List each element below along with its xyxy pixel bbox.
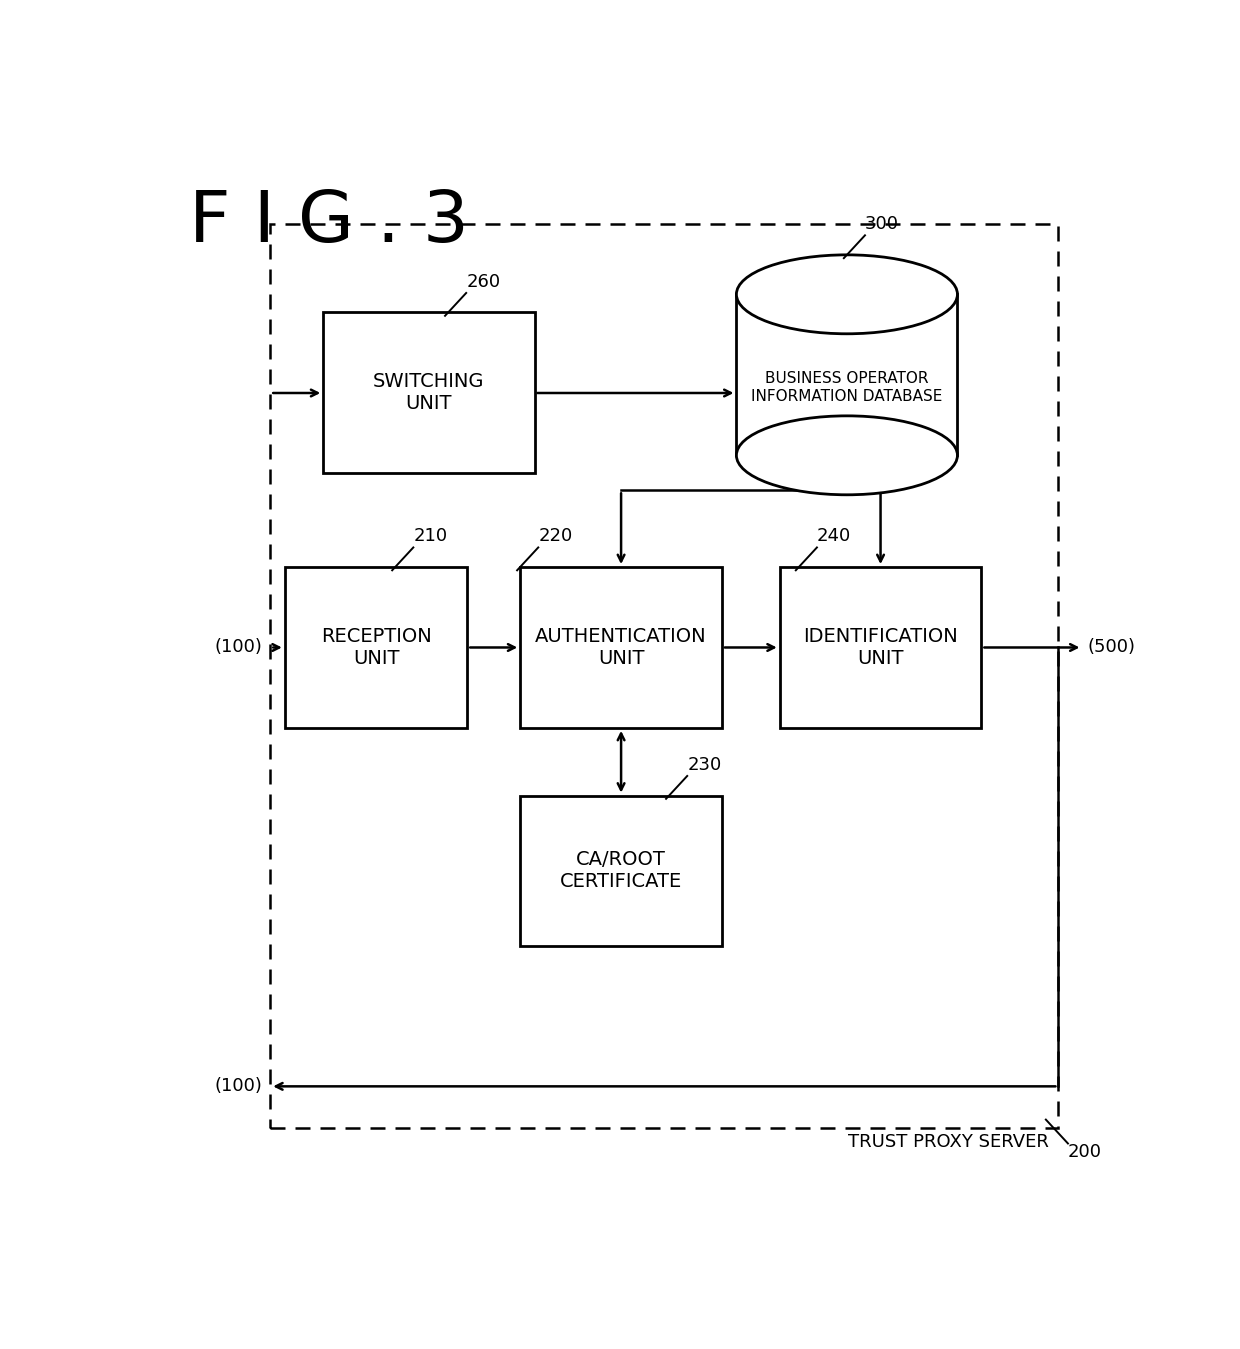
Text: 200: 200 [1068,1144,1102,1161]
Text: AUTHENTICATION
UNIT: AUTHENTICATION UNIT [536,627,707,668]
Text: IDENTIFICATION
UNIT: IDENTIFICATION UNIT [804,627,959,668]
Text: (100): (100) [215,1078,263,1095]
Text: 230: 230 [687,755,722,774]
Text: F I G . 3: F I G . 3 [188,188,469,256]
Text: BUSINESS OPERATOR
INFORMATION DATABASE: BUSINESS OPERATOR INFORMATION DATABASE [751,371,942,403]
Text: (500): (500) [1087,638,1135,657]
Text: 300: 300 [866,216,899,233]
Text: CA/ROOT
CERTIFICATE: CA/ROOT CERTIFICATE [560,850,682,892]
Text: SWITCHING
UNIT: SWITCHING UNIT [373,372,485,414]
Bar [285,567,467,728]
Bar [270,224,1058,1128]
Text: RECEPTION
UNIT: RECEPTION UNIT [321,627,432,668]
Bar [324,313,534,473]
Text: 220: 220 [538,527,573,545]
Text: 210: 210 [413,527,448,545]
Bar [780,567,982,728]
Bar [737,294,957,456]
Ellipse shape [737,255,957,333]
Text: (100): (100) [215,638,263,657]
Ellipse shape [737,415,957,495]
Text: 260: 260 [466,272,500,291]
Text: TRUST PROXY SERVER: TRUST PROXY SERVER [848,1133,1049,1151]
Bar [521,567,722,728]
Text: 240: 240 [817,527,851,545]
Bar [521,796,722,946]
